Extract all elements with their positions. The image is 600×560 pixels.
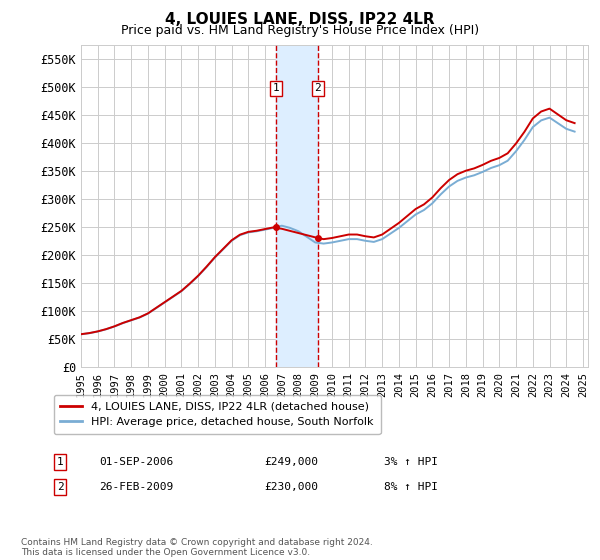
Text: 8% ↑ HPI: 8% ↑ HPI — [384, 482, 438, 492]
Text: Price paid vs. HM Land Registry's House Price Index (HPI): Price paid vs. HM Land Registry's House … — [121, 24, 479, 37]
Text: £230,000: £230,000 — [264, 482, 318, 492]
Text: 3% ↑ HPI: 3% ↑ HPI — [384, 457, 438, 467]
Text: 1: 1 — [56, 457, 64, 467]
Legend: 4, LOUIES LANE, DISS, IP22 4LR (detached house), HPI: Average price, detached ho: 4, LOUIES LANE, DISS, IP22 4LR (detached… — [53, 395, 380, 434]
Text: £249,000: £249,000 — [264, 457, 318, 467]
Text: 4, LOUIES LANE, DISS, IP22 4LR: 4, LOUIES LANE, DISS, IP22 4LR — [165, 12, 435, 27]
Text: 26-FEB-2009: 26-FEB-2009 — [99, 482, 173, 492]
Text: Contains HM Land Registry data © Crown copyright and database right 2024.
This d: Contains HM Land Registry data © Crown c… — [21, 538, 373, 557]
Text: 2: 2 — [56, 482, 64, 492]
Text: 2: 2 — [314, 83, 321, 94]
Text: 1: 1 — [273, 83, 280, 94]
Bar — [276, 45, 318, 367]
Text: 01-SEP-2006: 01-SEP-2006 — [99, 457, 173, 467]
